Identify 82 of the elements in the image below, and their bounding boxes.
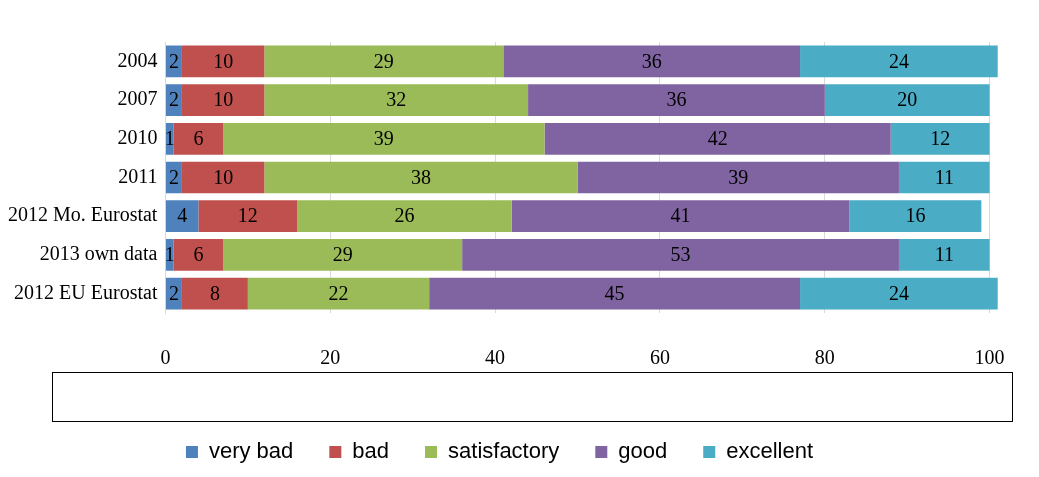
data-label: 10 xyxy=(213,88,234,111)
legend-label: bad xyxy=(352,438,390,464)
data-label: 6 xyxy=(193,243,204,266)
bar xyxy=(511,200,850,233)
bar xyxy=(528,84,825,116)
bar xyxy=(198,200,298,233)
data-label: 11 xyxy=(934,165,954,188)
y-tick-label: 2004 xyxy=(117,48,158,71)
data-label: 4 xyxy=(177,204,188,227)
legend-label: satisfactory xyxy=(448,438,560,464)
x-tick-label: 80 xyxy=(814,346,835,369)
bar xyxy=(223,239,463,271)
bar xyxy=(297,200,512,233)
y-tick-label: 2012 EU Eurostat xyxy=(14,280,158,303)
data-label: 22 xyxy=(328,281,349,304)
data-label: 24 xyxy=(888,281,909,304)
data-label: 26 xyxy=(394,204,415,227)
data-label: 32 xyxy=(386,88,407,111)
x-tick-label: 60 xyxy=(649,346,670,369)
bar xyxy=(173,122,224,155)
data-label: 38 xyxy=(410,165,431,188)
bar xyxy=(890,122,990,155)
data-label: 2 xyxy=(168,88,179,111)
x-tick-label: 0 xyxy=(160,346,171,369)
data-label: 2 xyxy=(168,281,179,304)
data-label: 42 xyxy=(707,127,728,150)
data-label: 10 xyxy=(213,49,234,72)
bar xyxy=(181,45,265,78)
data-label: 20 xyxy=(897,88,918,111)
bar xyxy=(264,45,504,78)
y-tick-label: 2013 own data xyxy=(39,242,158,265)
bar xyxy=(577,161,899,194)
data-label: 1 xyxy=(164,127,175,150)
data-label: 39 xyxy=(728,165,749,188)
y-tick-label: 2007 xyxy=(117,87,158,110)
data-label: 1 xyxy=(164,243,175,266)
x-tick-label: 100 xyxy=(974,346,1005,369)
bar xyxy=(849,200,982,233)
data-label: 53 xyxy=(670,243,691,266)
legend-label: very bad xyxy=(208,438,294,464)
data-label: 6 xyxy=(193,127,204,150)
data-label: 8 xyxy=(209,281,220,304)
bar xyxy=(181,277,248,310)
x-tick-label: 40 xyxy=(485,346,506,369)
data-label: 24 xyxy=(888,49,909,72)
bar xyxy=(898,239,990,271)
data-label: 2 xyxy=(168,165,179,188)
data-label: 36 xyxy=(666,88,687,111)
bar xyxy=(503,45,801,78)
data-label: 29 xyxy=(332,243,353,266)
bar xyxy=(462,239,899,271)
bar xyxy=(429,277,801,310)
data-label: 12 xyxy=(237,204,258,227)
bar xyxy=(223,122,545,155)
y-tick-label: 2010 xyxy=(117,126,158,149)
y-tick-label: 2011 xyxy=(118,164,158,187)
bar xyxy=(247,277,430,310)
bar xyxy=(173,239,224,271)
bar xyxy=(800,45,998,78)
bar xyxy=(800,277,998,310)
bar xyxy=(898,161,990,194)
x-tick-label: 20 xyxy=(320,346,341,369)
data-label: 36 xyxy=(641,49,662,72)
bar xyxy=(165,200,199,233)
bar xyxy=(264,161,578,194)
data-label: 41 xyxy=(670,204,691,227)
data-label: 39 xyxy=(373,127,394,150)
bar xyxy=(264,84,529,116)
data-label: 2 xyxy=(168,49,179,72)
legend-label: excellent xyxy=(726,438,814,464)
bar xyxy=(181,84,265,116)
bar xyxy=(824,84,990,116)
data-label: 12 xyxy=(930,127,951,150)
legend-label: good xyxy=(618,438,668,464)
bar xyxy=(181,161,265,194)
data-label: 11 xyxy=(934,243,954,266)
data-label: 10 xyxy=(213,165,234,188)
data-label: 16 xyxy=(905,204,926,227)
data-label: 45 xyxy=(604,281,625,304)
data-label: 29 xyxy=(373,49,394,72)
bar xyxy=(544,122,891,155)
y-tick-label: 2012 Mo. Eurostat xyxy=(8,203,158,226)
